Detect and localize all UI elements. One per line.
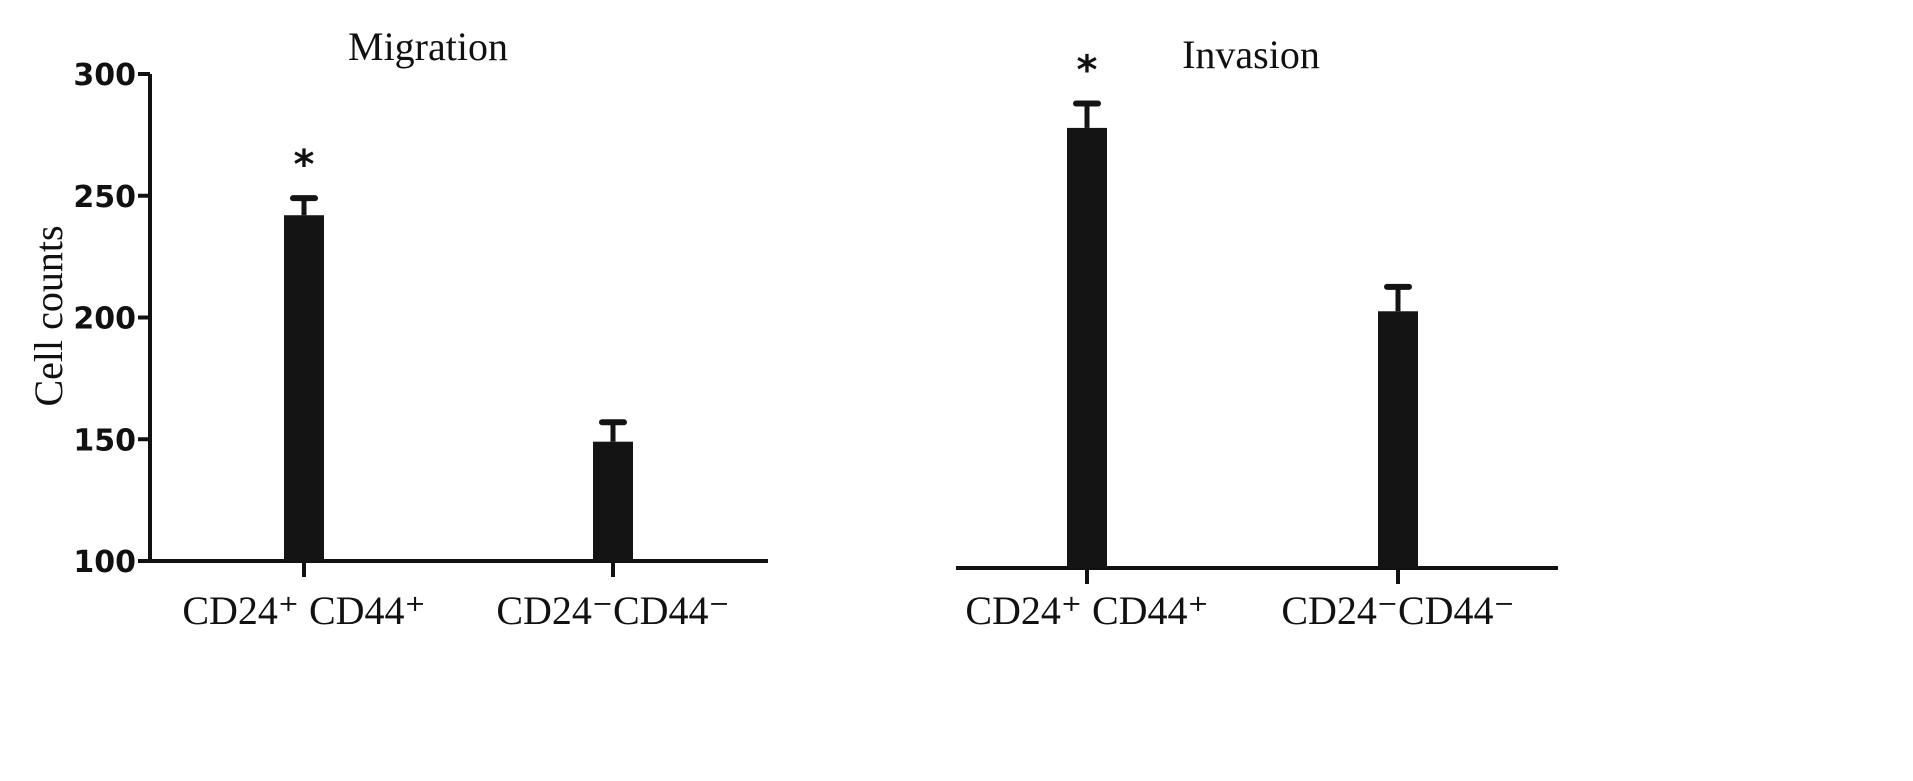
chart-title: Migration [348,24,508,69]
invasion-chart: InvasionCell counts050100150200CD24⁺ CD4… [956,32,1558,633]
y-tick-label: 150 [73,423,136,458]
y-tick-label: 200 [73,302,136,337]
bar [284,215,324,562]
x-category-label: CD24⁻CD44⁻ [1281,588,1514,633]
x-category-label: CD24⁺ CD44⁺ [182,588,425,633]
y-axis-label: Cell counts [26,225,71,406]
x-category-label: CD24⁻CD44⁻ [496,588,729,633]
significance-marker: * [294,142,315,188]
migration-chart-panel: Migration Cell counts 100 150 200 250 300 CD24⁺… [0,0,956,781]
bar [1378,311,1418,568]
migration-chart: Migration Cell counts 100 150 200 250 300 CD24⁺… [26,24,768,633]
bar [1067,127,1107,569]
chart-title: Invasion [1182,32,1320,77]
y-tick-label: 250 [73,180,136,215]
y-tick-label: 300 [73,58,136,93]
chart-group: InvasionCell counts050100150200CD24⁺ CD4… [956,32,1558,633]
x-category-label: CD24⁺ CD44⁺ [965,588,1208,633]
invasion-chart-panel: InvasionCell counts050100150200CD24⁺ CD4… [956,0,1913,781]
bar [593,441,633,561]
y-tick-label: 100 [73,545,136,580]
chart-group: Migration Cell counts 100 150 200 250 300 CD24⁺… [26,24,768,633]
significance-marker: * [1077,47,1098,93]
